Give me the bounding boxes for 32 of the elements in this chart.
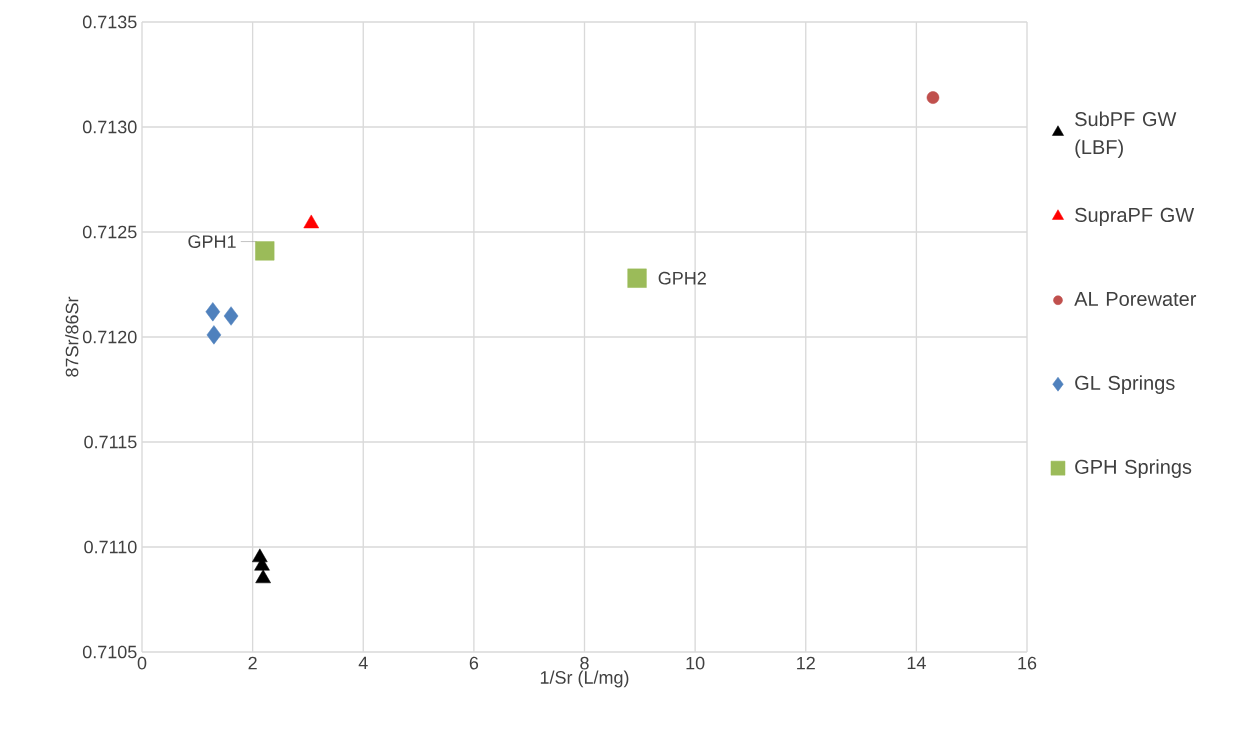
annotation: GPH2	[658, 271, 706, 285]
legend-label: GPH Springs	[1075, 459, 1192, 478]
y-tick-label: 0.7115	[84, 435, 137, 449]
point	[255, 241, 275, 261]
y-tick-label: 0.7125	[82, 225, 137, 239]
x-tick-label: 0	[137, 656, 147, 670]
x-tick-label: 10	[686, 656, 705, 670]
y-tick-label: 0.7105	[82, 645, 137, 659]
x-tick-label: 16	[1018, 656, 1037, 670]
point	[223, 306, 239, 326]
x-axis-title: 1/Sr (L/mg)	[540, 670, 629, 688]
y-tick-label: 0.7135	[82, 15, 137, 29]
legend-label: GL Springs	[1075, 375, 1175, 394]
y-tick-label: 0.7130	[82, 120, 137, 134]
point	[255, 569, 271, 584]
point	[627, 268, 647, 288]
legend-label: AL Porewater	[1074, 292, 1197, 306]
y-axis-title: 87Sr/86Sr	[65, 296, 79, 377]
x-tick-label: 6	[469, 656, 479, 670]
point	[206, 325, 222, 345]
annotation: GPH1	[188, 235, 236, 248]
y-tick-label: 0.7120	[82, 330, 137, 344]
x-tick-label: 14	[907, 656, 926, 670]
x-tick-label: 4	[358, 656, 368, 670]
point	[205, 302, 221, 322]
y-tick-label: 0.7110	[84, 540, 137, 554]
x-tick-label: 8	[580, 656, 589, 670]
x-tick-label: 12	[797, 656, 815, 670]
x-tick-label: 2	[248, 656, 257, 670]
legend-label: SubPF GW (LBF)	[1075, 111, 1177, 159]
point	[926, 91, 940, 104]
legend-label: SupraPF GW	[1075, 207, 1195, 226]
